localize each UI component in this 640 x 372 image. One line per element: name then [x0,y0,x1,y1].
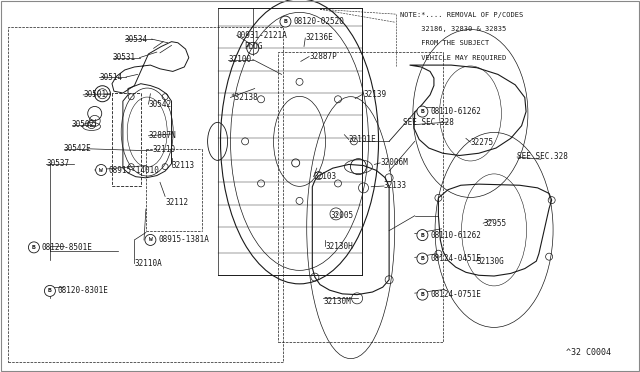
Text: 32139: 32139 [364,90,387,99]
Bar [278,52,444,342]
Text: 08915-1381A: 08915-1381A [158,235,209,244]
Text: 32112: 32112 [165,198,188,207]
Text: VEHICLE MAY REQUIRED: VEHICLE MAY REQUIRED [400,54,506,60]
Text: B: B [420,292,424,297]
Text: 32113: 32113 [172,161,195,170]
Text: 08120-02520: 08120-02520 [293,17,344,26]
Circle shape [145,234,156,246]
Text: 00931-2121A: 00931-2121A [237,31,287,40]
Text: ^32 C0004: ^32 C0004 [566,348,611,357]
Circle shape [417,230,428,241]
Text: 32130M: 32130M [323,297,351,306]
Text: *32138: *32138 [230,93,258,102]
Text: 30531: 30531 [113,53,136,62]
Text: B: B [420,232,424,238]
Circle shape [417,253,428,264]
Text: 32005: 32005 [330,211,353,219]
Text: 32955: 32955 [483,219,506,228]
Text: B: B [32,245,36,250]
Text: 32100: 32100 [228,55,252,64]
Text: 30542E: 30542E [64,144,92,153]
Circle shape [28,242,40,253]
Text: 32130G: 32130G [476,257,504,266]
Text: 32110A: 32110A [134,259,162,268]
Bar [8,26,283,362]
Text: 30542: 30542 [148,100,172,109]
Text: 08120-8301E: 08120-8301E [58,286,108,295]
Circle shape [44,285,56,296]
Circle shape [95,164,107,176]
Circle shape [280,16,291,27]
Text: W: W [99,167,103,173]
Text: NOTE:*.... REMOVAL OF P/CODES: NOTE:*.... REMOVAL OF P/CODES [400,12,524,18]
Text: 32887P: 32887P [309,52,337,61]
Text: 30534: 30534 [125,35,148,44]
Text: 30502: 30502 [72,120,95,129]
Text: 30501: 30501 [83,90,106,99]
Text: 30514: 30514 [99,73,122,81]
Text: 08915-14010: 08915-14010 [109,166,159,174]
Text: 32130H: 32130H [325,242,353,251]
Text: 32110: 32110 [152,145,175,154]
Text: FROM THE SUBJECT: FROM THE SUBJECT [400,40,489,46]
Text: 32101E: 32101E [349,135,376,144]
Text: 08124-0451E: 08124-0451E [430,254,481,263]
Text: 32887N: 32887N [148,131,176,140]
Text: B: B [284,19,287,24]
Text: 32186, 32830 & 32835: 32186, 32830 & 32835 [400,26,506,32]
Circle shape [417,106,428,117]
Text: SEE SEC.328: SEE SEC.328 [403,118,454,126]
Text: PLUG: PLUG [244,42,262,51]
Text: B: B [420,256,424,261]
Text: 32136E: 32136E [305,33,333,42]
Text: 32133: 32133 [384,182,407,190]
Circle shape [417,289,428,300]
Text: 32103: 32103 [314,172,337,181]
Text: B: B [48,288,52,294]
Text: 08110-61262: 08110-61262 [430,107,481,116]
Text: 08124-0751E: 08124-0751E [430,290,481,299]
Text: SEE SEC.328: SEE SEC.328 [517,153,568,161]
Text: 08120-8501E: 08120-8501E [42,243,92,252]
Text: 32006M: 32006M [380,158,408,167]
Text: B: B [420,109,424,114]
Text: 30537: 30537 [46,159,69,168]
Text: W: W [148,237,152,243]
Text: 08110-61262: 08110-61262 [430,231,481,240]
Text: 32275: 32275 [470,138,493,147]
